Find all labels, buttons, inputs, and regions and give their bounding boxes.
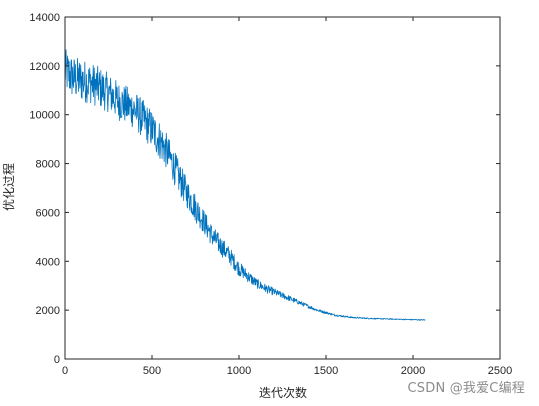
y-tick-label: 14000 xyxy=(29,12,60,24)
y-tick-label: 2000 xyxy=(36,305,60,317)
x-tick-label: 500 xyxy=(143,365,161,377)
x-tick-label: 1000 xyxy=(227,365,251,377)
watermark: CSDN @我爱C编程 xyxy=(407,381,525,396)
x-tick-label: 2500 xyxy=(488,365,512,377)
x-tick-label: 0 xyxy=(62,365,68,377)
plot-area xyxy=(64,49,426,321)
y-tick-label: 12000 xyxy=(29,61,60,73)
y-tick-label: 6000 xyxy=(36,207,60,219)
y-axis-label: 优化过程 xyxy=(1,163,16,211)
axes-box xyxy=(64,16,501,360)
axes: 0 500 1000 1500 2000 2500 0 2000 4000 6000 8000 100… xyxy=(29,12,512,377)
y-tick-label: 0 xyxy=(54,354,60,366)
y-tick-label: 4000 xyxy=(36,256,60,268)
x-axis-label: 迭代次数 xyxy=(259,385,307,400)
x-tick-label: 1500 xyxy=(314,365,338,377)
y-tick-label: 8000 xyxy=(36,159,60,171)
x-tick-label: 2000 xyxy=(401,365,425,377)
y-tick-label: 10000 xyxy=(29,110,60,122)
series-line xyxy=(64,49,426,321)
